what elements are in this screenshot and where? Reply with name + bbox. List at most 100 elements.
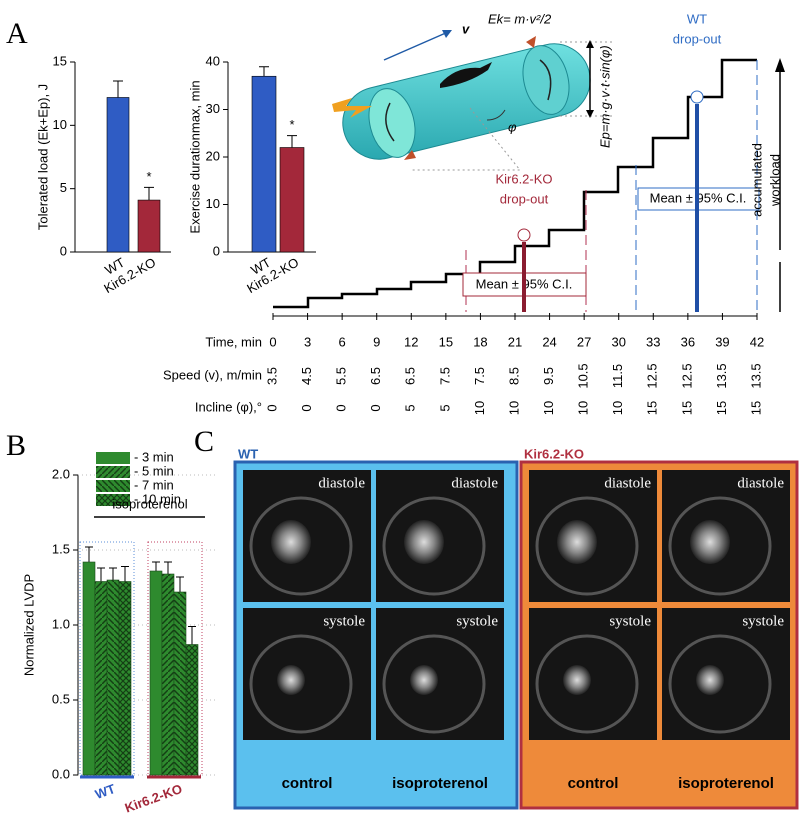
incline-label: 10 [541,401,556,415]
legend-label: - 3 min [134,449,174,464]
incline-label: 10 [576,401,591,415]
speed-label: 3.5 [264,367,279,385]
legend-label: - 10 min [134,491,181,506]
y-tick-label: 1.5 [52,541,70,556]
incline-label: 15 [714,401,729,415]
time-label: 30 [611,334,625,349]
time-label: 15 [439,334,453,349]
bar [149,570,163,776]
time-label: 18 [473,334,487,349]
wt-dropout-marker [690,90,704,104]
error-bar [152,561,160,571]
time-label: 27 [577,334,591,349]
y-tick-label: 20 [206,148,220,163]
mri-heart [563,665,591,695]
incline-label: 15 [645,401,660,415]
time-label: 3 [304,334,311,349]
legend-label: - 5 min [134,463,174,478]
wt-dropout-label: drop-out [673,31,722,46]
legend-swatch-hatch [96,466,130,478]
panel-label: B [6,429,26,462]
mri-body [249,496,353,596]
mri-heart [410,665,438,695]
incline-label: 0 [299,404,314,411]
legend-swatch [96,452,130,464]
panel-label: A [6,17,28,50]
speed-label: 12.5 [679,363,694,388]
bar-hatch [162,574,174,775]
incline-label: 0 [334,404,349,411]
phase-label: diastole [737,475,784,491]
y-tick-label: 0.5 [52,691,70,706]
error-bar [121,566,129,582]
mri-body [668,496,772,596]
time-label: 21 [508,334,522,349]
bar-hatch [107,580,119,775]
y-axis-label: Exercise durationmax, min [187,80,202,233]
y-tick-label: 2.0 [52,466,70,481]
x-tick-label: Kir6.2-KO [123,781,184,816]
speed-label: 8.5 [506,367,521,385]
incline-label: 10 [506,401,521,415]
time-label: 0 [269,334,276,349]
speed-label: 4.5 [299,367,314,385]
mri-heart [404,520,444,564]
condition-label: isoproterenol [678,775,774,792]
incline-label: 10 [610,401,625,415]
bar [82,561,96,776]
mri-body [382,634,486,734]
y-tick-label: 15 [53,53,67,68]
phase-label: diastole [318,475,365,491]
bar [106,97,130,253]
y-axis-label: Tolerated load (Ek+Ep), J [35,84,50,230]
speed-label: 12.5 [645,363,660,388]
row-label: Incline (φ),° [195,399,262,414]
workload-label: workload [767,154,782,207]
time-label: 12 [404,334,418,349]
y-tick-label: 10 [206,196,220,211]
speed-label: 9.5 [541,367,556,385]
bar-hatch [174,592,186,775]
y-tick-label: 0 [213,243,220,258]
y-tick-label: 0 [60,243,67,258]
treatment-label: isoproterenol [112,496,187,511]
incline-label: 15 [748,401,763,415]
time-label: 24 [542,334,556,349]
condition-label: isoproterenol [392,775,488,792]
y-tick-label: 10 [53,117,67,132]
significance-mark: * [146,169,151,184]
group-box [147,541,203,776]
condition-label: control [568,775,619,792]
incline-label: 10 [472,401,487,415]
time-label: 33 [646,334,660,349]
group-title: Kir6.2-KO [524,446,584,461]
workload-staircase [273,58,757,309]
error-bar [176,576,184,592]
legend-swatch-hatch [96,494,130,506]
legend-swatch-hatch [96,480,130,492]
speed-label: 7.5 [472,367,487,385]
phase-label: systole [742,613,784,629]
error-bar [113,80,123,98]
speed-label: 5.5 [334,367,349,385]
time-label: 36 [681,334,695,349]
bar [137,199,161,253]
kinetic-energy-formula: Ek= m·v²/2 [488,11,552,26]
ko-dropout-label: drop-out [500,191,549,206]
phase-label: systole [609,613,651,629]
error-bar [144,186,154,201]
mri-heart [277,665,305,695]
phase-label: systole [456,613,498,629]
mri-heart [696,665,724,695]
incline-label: 0 [368,404,383,411]
velocity-label: v [462,21,470,36]
condition-label: control [282,775,333,792]
time-label: 9 [373,334,380,349]
angle-label: φ [508,119,517,134]
phase-label: diastole [604,475,651,491]
error-bar [85,546,93,562]
incline-label: 15 [679,401,694,415]
phase-label: systole [323,613,365,629]
error-bar [188,626,196,645]
